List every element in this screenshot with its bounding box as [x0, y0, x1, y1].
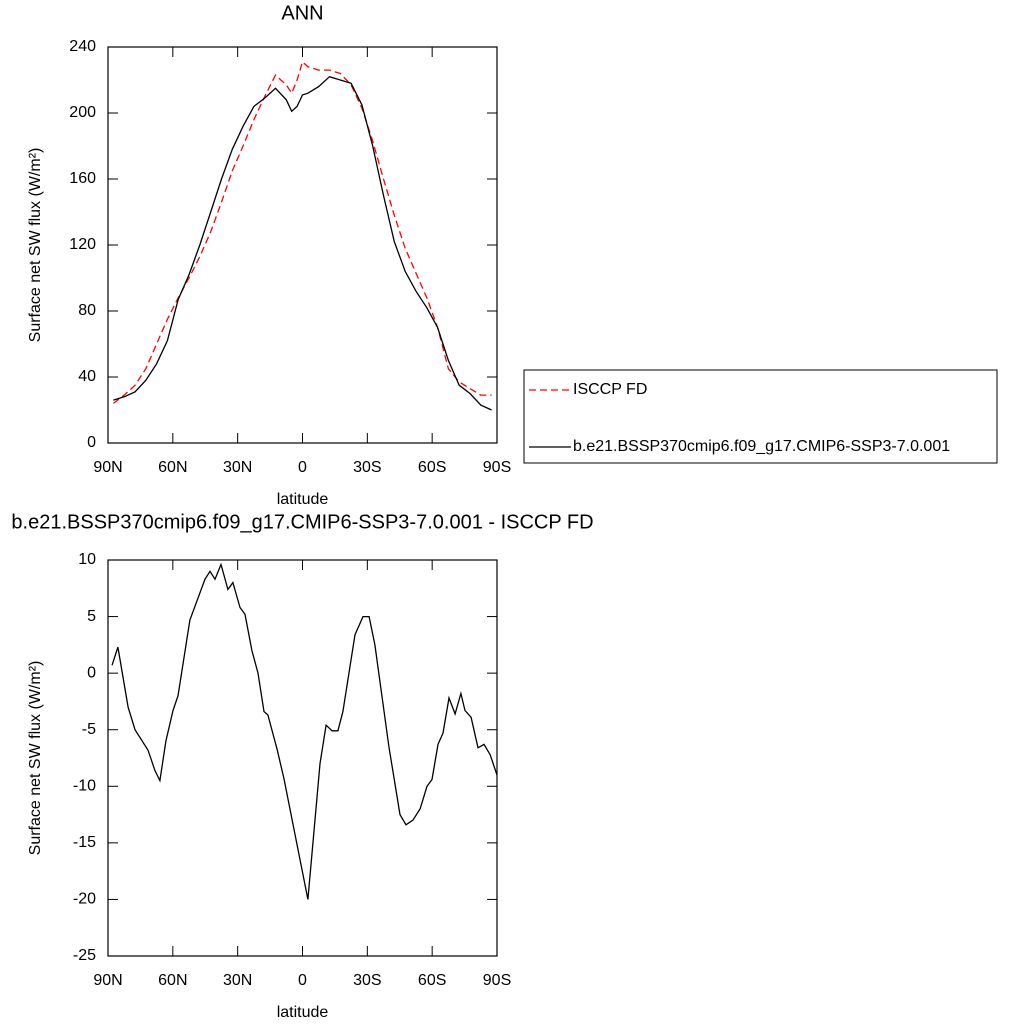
- x-tick-label: 90N: [93, 972, 122, 989]
- chart-title: ANN: [281, 2, 323, 24]
- y-tick-label: 160: [69, 170, 96, 187]
- y-tick-label: 80: [78, 302, 96, 319]
- data-line: [113, 75, 492, 411]
- x-tick-label: 0: [298, 459, 307, 476]
- y-tick-label: 5: [87, 608, 96, 625]
- plot-frame: [107, 559, 498, 957]
- y-tick-label: -10: [73, 778, 96, 795]
- x-tick-label: 30N: [223, 459, 252, 476]
- x-tick-label: 30S: [353, 459, 381, 476]
- x-tick-label: 90S: [483, 972, 511, 989]
- y-tick-label: 0: [87, 434, 96, 451]
- x-axis-label: latitude: [277, 1004, 329, 1021]
- y-axis-label: Surface net SW flux (W/m²): [27, 661, 44, 856]
- x-tick-label: 60S: [418, 459, 446, 476]
- y-tick-label: 200: [69, 104, 96, 121]
- x-tick-label: 60S: [418, 972, 446, 989]
- chart-title: b.e21.BSSP370cmip6.f09_g17.CMIP6-SSP3-7.…: [11, 511, 593, 533]
- data-line: [113, 60, 492, 404]
- legend-label: b.e21.BSSP370cmip6.f09_g17.CMIP6-SSP3-7.…: [573, 438, 950, 455]
- y-tick-label: -20: [73, 891, 96, 908]
- legend: ISCCP FD b.e21.BSSP370cmip6.f09_g17.CMIP6…: [523, 369, 998, 464]
- y-tick-label: 240: [69, 38, 96, 55]
- x-axis-label: latitude: [277, 491, 329, 508]
- y-tick-label: 40: [78, 368, 96, 385]
- y-tick-label: 10: [78, 551, 96, 568]
- x-tick-label: 0: [298, 972, 307, 989]
- x-tick-label: 30S: [353, 972, 381, 989]
- legend-label: ISCCP FD: [573, 381, 647, 398]
- legend-box: [523, 369, 998, 464]
- panel: b.e21.BSSP370cmip6.f09_g17.CMIP6-SSP3-7.…: [11, 511, 593, 1021]
- x-tick-label: 90N: [93, 459, 122, 476]
- panel: ANN latitude Surface net SW flux (W/m²) 0 40…: [27, 2, 998, 508]
- plot-frame: [107, 46, 498, 444]
- y-tick-label: 0: [87, 664, 96, 681]
- y-tick-label: -15: [73, 834, 96, 851]
- y-axis-label: Surface net SW flux (W/m²): [27, 148, 44, 343]
- data-line: [111, 562, 498, 900]
- y-tick-label: -25: [73, 947, 96, 964]
- x-tick-label: 30N: [223, 972, 252, 989]
- y-tick-label: -5: [82, 721, 96, 738]
- x-tick-label: 60N: [158, 972, 187, 989]
- y-tick-label: 120: [69, 236, 96, 253]
- x-tick-label: 90S: [483, 459, 511, 476]
- x-tick-label: 60N: [158, 459, 187, 476]
